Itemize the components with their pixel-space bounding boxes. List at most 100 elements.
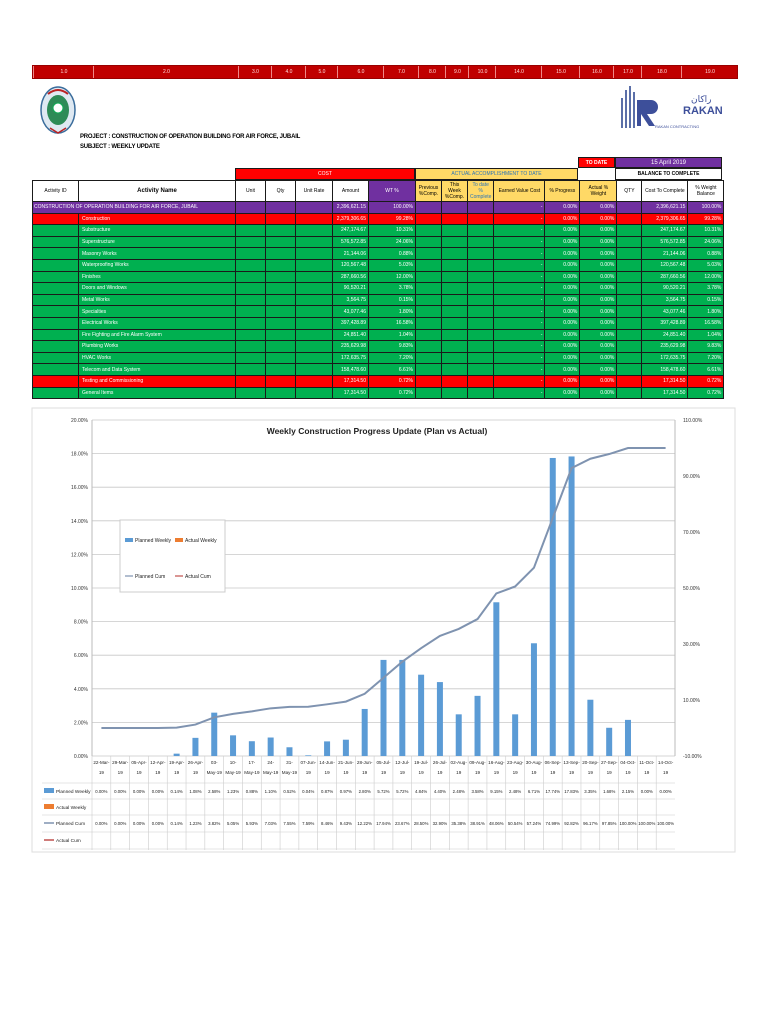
empty-cell[interactable]	[265, 293, 296, 307]
cell-actual_wt[interactable]: 0.00%	[579, 212, 618, 226]
empty-cell[interactable]	[32, 293, 79, 307]
cell-actual_wt[interactable]: 0.00%	[579, 201, 618, 214]
cell-ctc[interactable]: 21,144.06	[641, 247, 689, 260]
empty-cell[interactable]	[295, 282, 333, 295]
activity-name[interactable]: Telecom and Data System	[78, 363, 236, 376]
empty-cell[interactable]	[616, 351, 643, 365]
cell-wt[interactable]: 16.58%	[368, 316, 416, 330]
cell-ctc[interactable]: 576,572.85	[641, 235, 689, 249]
empty-cell[interactable]	[265, 247, 296, 260]
empty-cell[interactable]	[295, 270, 333, 284]
empty-cell[interactable]	[415, 247, 442, 260]
cell-amount[interactable]: 43,077.46	[332, 305, 369, 318]
empty-cell[interactable]	[235, 374, 266, 388]
empty-cell[interactable]	[415, 363, 442, 376]
empty-cell[interactable]	[441, 328, 468, 342]
table-row[interactable]: Doors and Windows 90,520.21 3.78% -0.00% 0.0…	[32, 282, 725, 295]
empty-cell[interactable]	[235, 270, 266, 284]
empty-cell[interactable]	[415, 328, 442, 342]
empty-cell[interactable]	[616, 363, 643, 376]
cell-ctc[interactable]: 2,396,621.15	[641, 201, 689, 214]
empty-cell[interactable]	[295, 340, 333, 353]
empty-cell[interactable]	[265, 258, 296, 272]
empty-cell[interactable]	[32, 224, 79, 237]
cell-wbal[interactable]: 6.61%	[687, 363, 725, 376]
cell-wt[interactable]: 0.72%	[368, 386, 416, 400]
cell-actual_wt[interactable]: 0.00%	[579, 235, 618, 249]
cell-actual_wt[interactable]: 0.00%	[579, 363, 618, 376]
activity-name[interactable]: Masonry Works	[78, 247, 236, 260]
cell-ev[interactable]: -	[493, 386, 546, 400]
empty-cell[interactable]	[265, 212, 296, 226]
table-row[interactable]: Fire Fighting and Fire Alarm System 24,85…	[32, 328, 725, 342]
cell-wbal[interactable]: 16.58%	[687, 316, 725, 330]
empty-cell[interactable]	[265, 363, 296, 376]
empty-cell[interactable]	[441, 224, 468, 237]
cell-wt[interactable]: 7.20%	[368, 351, 416, 365]
empty-cell[interactable]	[415, 282, 442, 295]
empty-cell[interactable]	[415, 235, 442, 249]
empty-cell[interactable]	[466, 270, 495, 284]
cell-ctc[interactable]: 287,660.56	[641, 270, 689, 284]
cell-amount[interactable]: 2,396,621.15	[332, 201, 369, 214]
empty-cell[interactable]	[235, 386, 266, 400]
cell-progress[interactable]: 0.00%	[544, 270, 581, 284]
empty-cell[interactable]	[415, 386, 442, 400]
activity-name[interactable]: Fire Fighting and Fire Alarm System	[78, 328, 236, 342]
empty-cell[interactable]	[616, 386, 643, 400]
cell-wbal[interactable]: 0.88%	[687, 247, 725, 260]
empty-cell[interactable]	[265, 224, 296, 237]
empty-cell[interactable]	[295, 374, 333, 388]
empty-cell[interactable]	[441, 293, 468, 307]
cell-ctc[interactable]: 2,379,306.65	[641, 212, 689, 226]
empty-cell[interactable]	[265, 235, 296, 249]
empty-cell[interactable]	[32, 235, 79, 249]
empty-cell[interactable]	[616, 247, 643, 260]
cell-actual_wt[interactable]: 0.00%	[579, 374, 618, 388]
cell-wt[interactable]: 5.03%	[368, 258, 416, 272]
empty-cell[interactable]	[32, 351, 79, 365]
empty-cell[interactable]	[466, 293, 495, 307]
empty-cell[interactable]	[295, 247, 333, 260]
cell-wbal[interactable]: 3.78%	[687, 282, 725, 295]
empty-cell[interactable]	[295, 305, 333, 318]
empty-cell[interactable]	[466, 340, 495, 353]
activity-name[interactable]: Substructure	[78, 224, 236, 237]
cell-ev[interactable]: -	[493, 224, 546, 237]
empty-cell[interactable]	[295, 224, 333, 237]
table-row[interactable]: Testing and Commissioning 17,314.50 0.72% -…	[32, 374, 725, 388]
cell-actual_wt[interactable]: 0.00%	[579, 316, 618, 330]
cell-wt[interactable]: 6.61%	[368, 363, 416, 376]
cell-progress[interactable]: 0.00%	[544, 224, 581, 237]
cell-wt[interactable]: 99.28%	[368, 212, 416, 226]
empty-cell[interactable]	[616, 201, 643, 214]
empty-cell[interactable]	[466, 374, 495, 388]
cell-actual_wt[interactable]: 0.00%	[579, 351, 618, 365]
empty-cell[interactable]	[466, 305, 495, 318]
empty-cell[interactable]	[415, 351, 442, 365]
activity-name[interactable]: Specialties	[78, 305, 236, 318]
cell-ev[interactable]: -	[493, 374, 546, 388]
activity-name[interactable]: Plumbing Works	[78, 340, 236, 353]
empty-cell[interactable]	[295, 201, 333, 214]
cell-wbal[interactable]: 5.03%	[687, 258, 725, 272]
empty-cell[interactable]	[441, 247, 468, 260]
empty-cell[interactable]	[32, 386, 79, 400]
empty-cell[interactable]	[441, 235, 468, 249]
cell-ctc[interactable]: 43,077.46	[641, 305, 689, 318]
cell-ev[interactable]: -	[493, 305, 546, 318]
cell-progress[interactable]: 0.00%	[544, 316, 581, 330]
empty-cell[interactable]	[295, 328, 333, 342]
empty-cell[interactable]	[32, 316, 79, 330]
cell-ctc[interactable]: 3,564.75	[641, 293, 689, 307]
cell-ev[interactable]: -	[493, 201, 546, 214]
table-row[interactable]: CONSTRUCTION OF OPERATION BUILDING FOR A…	[32, 201, 725, 214]
cell-amount[interactable]: 235,629.98	[332, 340, 369, 353]
empty-cell[interactable]	[235, 328, 266, 342]
empty-cell[interactable]	[466, 328, 495, 342]
cell-wt[interactable]: 3.78%	[368, 282, 416, 295]
empty-cell[interactable]	[32, 247, 79, 260]
empty-cell[interactable]	[235, 305, 266, 318]
empty-cell[interactable]	[466, 351, 495, 365]
cell-actual_wt[interactable]: 0.00%	[579, 305, 618, 318]
